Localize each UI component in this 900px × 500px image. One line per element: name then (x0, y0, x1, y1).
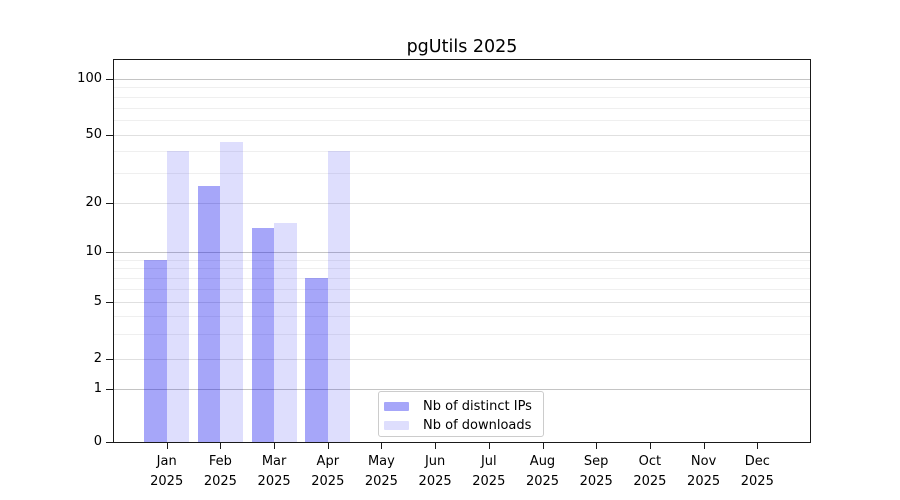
x-tick-mark (757, 443, 759, 449)
x-tick-mark (327, 443, 329, 449)
y-tick-mark (106, 203, 113, 204)
legend-item-distinct-ips: Nb of distinct IPs (384, 397, 543, 416)
major-gridline (114, 79, 810, 80)
minor-gridline (114, 87, 810, 89)
minor-gridline (114, 259, 810, 261)
y-tick-label: 0 (93, 434, 102, 449)
x-tick-mark (703, 443, 705, 449)
bar-apr-downloads (327, 151, 351, 442)
x-tick-mark (220, 443, 222, 449)
x-tick-mark (649, 443, 651, 449)
minor-gridline (114, 107, 810, 109)
major-gridline (114, 252, 810, 253)
legend-label-downloads: Nb of downloads (423, 418, 532, 433)
legend-swatch-downloads (384, 420, 409, 431)
legend-label-distinct-ips: Nb of distinct IPs (423, 399, 532, 414)
y-tick-label: 20 (85, 195, 102, 210)
x-tick-label: Sep 2025 (579, 454, 613, 489)
y-tick-mark (106, 79, 113, 80)
x-tick-mark (542, 443, 544, 449)
x-tick-mark (381, 443, 383, 449)
minor-gridline (114, 316, 810, 317)
bar-feb-distinct-ips (197, 186, 221, 442)
x-tick-label: May 2025 (364, 454, 398, 489)
y-tick-mark (106, 252, 113, 253)
y-tick-label: 100 (77, 71, 102, 86)
y-tick-label: 50 (85, 126, 102, 142)
minor-gridline (114, 277, 810, 279)
y-tick-mark (106, 302, 113, 303)
y-tick-mark (106, 134, 113, 136)
x-tick-mark (274, 443, 276, 449)
x-tick-label: Jan 2025 (150, 454, 184, 489)
y-tick-mark (106, 359, 113, 361)
legend: Nb of distinct IPs Nb of downloads (378, 391, 544, 437)
y-tick-mark (106, 389, 113, 391)
major-gridline (114, 389, 810, 391)
x-tick-label: Oct 2025 (633, 454, 667, 489)
x-tick-label: Nov 2025 (687, 454, 721, 489)
x-tick-mark (435, 443, 437, 449)
bar-mar-downloads (274, 223, 297, 442)
bar-apr-distinct-ips (305, 277, 328, 442)
x-tick-label: Jul 2025 (472, 454, 506, 489)
legend-item-downloads: Nb of downloads (384, 416, 543, 435)
major-gridline (114, 203, 810, 204)
x-tick-mark (596, 443, 598, 449)
minor-gridline (114, 333, 810, 335)
bar-jan-distinct-ips (144, 259, 167, 442)
plot-area (113, 59, 811, 443)
legend-swatch-distinct-ips (384, 401, 409, 412)
y-tick-label: 2 (93, 351, 102, 367)
chart-title: pgUtils 2025 (406, 37, 518, 57)
y-tick-label: 5 (93, 294, 102, 309)
major-gridline (114, 302, 810, 303)
minor-gridline (114, 119, 810, 121)
x-tick-label: Aug 2025 (525, 454, 560, 489)
y-tick-label: 1 (93, 381, 102, 397)
minor-gridline (114, 96, 810, 98)
major-gridline (114, 359, 810, 361)
major-gridline (114, 134, 810, 136)
x-tick-label: Feb 2025 (203, 454, 237, 489)
bar-feb-downloads (220, 142, 243, 442)
x-tick-label: Apr 2025 (311, 454, 345, 489)
x-tick-label: Jun 2025 (418, 454, 452, 489)
x-tick-label: Dec 2025 (740, 454, 774, 489)
minor-gridline (114, 151, 810, 153)
x-tick-mark (488, 443, 490, 449)
minor-gridline (114, 268, 810, 270)
bar-mar-distinct-ips (251, 228, 275, 442)
minor-gridline (114, 288, 810, 290)
minor-gridline (114, 172, 810, 174)
y-tick-mark (106, 442, 113, 443)
y-tick-label: 10 (85, 244, 102, 259)
x-tick-mark (166, 443, 168, 449)
x-tick-label: Mar 2025 (257, 454, 291, 489)
bar-jan-downloads (166, 151, 190, 442)
